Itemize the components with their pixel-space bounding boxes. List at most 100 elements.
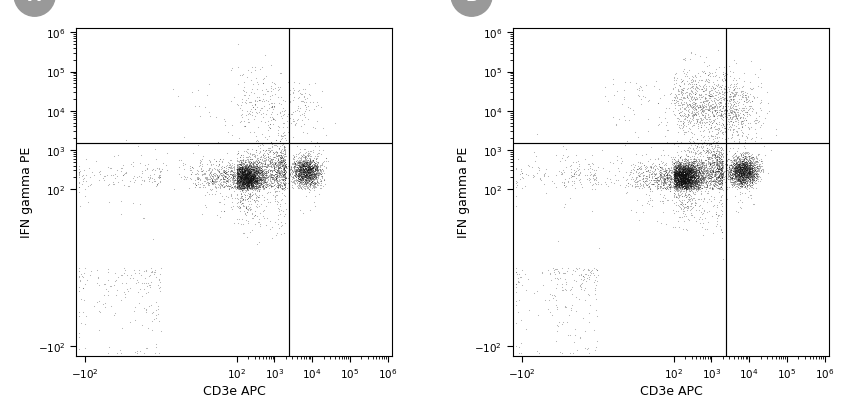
Point — [313, 171, 327, 177]
Point — [679, 180, 692, 187]
Point — [669, 183, 682, 190]
Point — [659, 180, 673, 187]
Point — [743, 162, 756, 168]
Point — [679, 166, 692, 173]
Point — [718, 90, 732, 96]
Point — [239, 113, 253, 119]
Point — [274, 147, 288, 154]
Point — [731, 160, 744, 166]
Point — [251, 176, 264, 182]
Point — [652, 173, 665, 180]
Point — [195, 158, 208, 165]
Point — [673, 171, 686, 178]
Point — [663, 180, 677, 186]
Point — [679, 169, 692, 176]
Point — [509, 319, 522, 326]
Point — [669, 173, 682, 179]
Point — [248, 182, 262, 188]
Point — [295, 179, 308, 185]
Point — [644, 178, 658, 184]
Point — [743, 159, 757, 166]
Point — [640, 166, 653, 172]
Point — [736, 162, 749, 169]
Point — [746, 167, 759, 173]
Point — [284, 99, 297, 106]
Point — [675, 168, 689, 175]
Point — [232, 183, 245, 189]
Point — [727, 120, 740, 126]
Point — [741, 160, 754, 166]
Point — [676, 165, 690, 171]
Point — [681, 169, 695, 175]
Point — [590, 312, 604, 319]
Point — [674, 180, 687, 187]
Point — [712, 172, 726, 178]
Point — [728, 172, 742, 179]
Point — [242, 183, 256, 190]
Point — [258, 161, 271, 168]
Point — [689, 176, 702, 183]
Point — [688, 185, 701, 192]
Point — [668, 167, 681, 173]
Point — [299, 170, 312, 176]
Point — [237, 163, 251, 170]
Point — [679, 178, 693, 184]
Point — [715, 78, 728, 85]
Point — [730, 163, 743, 169]
Point — [242, 177, 255, 183]
Point — [241, 117, 254, 123]
Point — [292, 171, 306, 178]
Point — [697, 162, 711, 169]
Point — [690, 161, 704, 168]
Point — [301, 169, 315, 175]
Point — [284, 166, 297, 173]
Point — [671, 162, 685, 168]
Point — [237, 173, 251, 180]
Point — [737, 166, 750, 173]
Point — [706, 169, 720, 175]
Point — [238, 197, 252, 203]
Point — [270, 230, 284, 237]
Point — [689, 203, 702, 209]
Point — [688, 169, 701, 176]
Point — [721, 162, 734, 168]
Point — [238, 175, 252, 181]
Point — [248, 176, 261, 182]
Point — [729, 170, 743, 177]
Point — [679, 192, 693, 199]
Point — [310, 167, 323, 173]
Point — [670, 171, 684, 177]
Point — [726, 97, 739, 103]
Point — [693, 158, 706, 165]
Point — [99, 286, 112, 292]
Point — [668, 168, 681, 175]
Point — [735, 180, 749, 187]
Point — [674, 177, 687, 183]
Point — [246, 180, 259, 186]
Point — [685, 197, 699, 203]
Point — [202, 157, 216, 164]
Point — [589, 346, 602, 353]
Point — [726, 168, 739, 175]
Point — [674, 183, 688, 189]
Point — [685, 183, 698, 189]
Point — [733, 180, 747, 186]
Point — [237, 171, 251, 178]
Point — [320, 166, 333, 172]
Point — [297, 169, 311, 175]
Point — [305, 170, 318, 176]
Point — [729, 153, 743, 159]
Point — [678, 174, 691, 181]
Point — [581, 162, 594, 168]
Point — [716, 178, 729, 184]
Point — [680, 175, 694, 182]
Point — [277, 178, 290, 185]
Point — [743, 104, 757, 110]
Point — [693, 214, 706, 220]
Point — [695, 169, 709, 175]
Point — [685, 184, 698, 191]
Point — [256, 180, 269, 186]
Point — [676, 169, 690, 175]
Point — [711, 157, 724, 164]
Point — [258, 182, 272, 189]
